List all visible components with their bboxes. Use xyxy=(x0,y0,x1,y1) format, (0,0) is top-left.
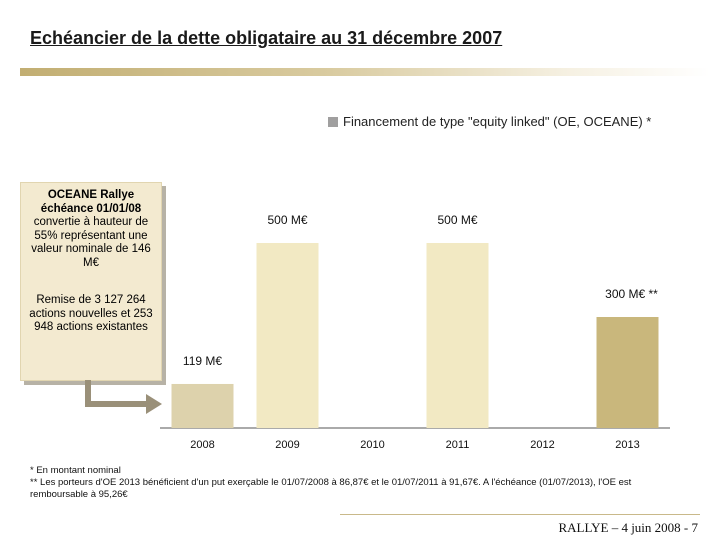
data-label-2008: 119 M€ xyxy=(183,354,222,368)
data-label-2011: 500 M€ xyxy=(437,213,477,227)
x-tick-2008: 2008 xyxy=(190,439,214,451)
page-title: Echéancier de la dette obligataire au 31… xyxy=(30,28,503,48)
bar-2013 xyxy=(596,317,659,428)
x-tick-2012: 2012 xyxy=(530,439,554,451)
pointer-arrow-icon xyxy=(85,380,162,414)
note-title-line2: échéance 01/01/08 xyxy=(40,202,142,215)
x-tick-2011: 2011 xyxy=(446,439,470,451)
footer-page-label: RALLYE – 4 juin 2008 - 7 xyxy=(558,520,698,535)
bar-2011 xyxy=(426,243,489,428)
note-body: convertie à hauteur de 55% représentant … xyxy=(31,216,151,269)
bar-2008 xyxy=(171,383,234,428)
note-body-shares: Remise de 3 127 264 actions nouvelles et… xyxy=(29,294,153,333)
title-underline-bar xyxy=(20,68,710,76)
data-label-2009: 500 M€ xyxy=(267,213,307,227)
legend-swatch xyxy=(328,116,338,127)
legend-label: Financement de type "equity linked" (OE,… xyxy=(343,114,652,129)
bar-2009 xyxy=(256,243,319,428)
debt-maturity-chart: 119 M€ 2008 500 M€ 2009 2010 500 M€ 2011 2012 30… xyxy=(160,213,670,451)
chart-legend: Financement de type "equity linked" (OE,… xyxy=(328,114,651,129)
x-tick-2013: 2013 xyxy=(615,439,639,451)
footnote-3: remboursable à 95,26€ xyxy=(30,489,128,500)
footnote-2: ** Les porteurs d'OE 2013 bénéficient d'… xyxy=(30,477,632,488)
x-tick-2010: 2010 xyxy=(360,439,384,451)
note-title-line1: OCEANE Rallye xyxy=(47,189,135,201)
data-label-2013: 300 M€ ** xyxy=(605,287,658,301)
x-tick-2009: 2009 xyxy=(275,439,299,451)
oceane-note-box: OCEANE Rallye échéance 01/01/08 converti… xyxy=(20,182,162,381)
footnote-1: * En montant nominal xyxy=(30,465,121,476)
footnotes: * En montant nominal ** Les porteurs d'O… xyxy=(30,465,710,501)
footer-rule xyxy=(340,514,700,515)
